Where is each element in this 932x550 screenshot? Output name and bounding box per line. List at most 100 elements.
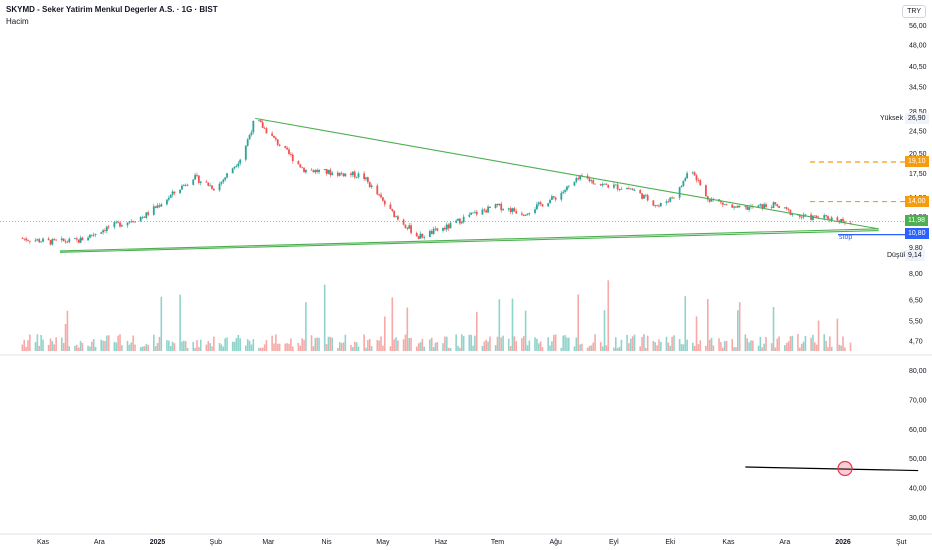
volume-bar (652, 340, 655, 351)
volume-bar (838, 344, 841, 351)
stop-badge: 10,80 (905, 228, 929, 239)
volume-bar (340, 343, 343, 351)
volume-bar (91, 341, 93, 351)
volume-bar (442, 343, 444, 351)
candle-body (551, 196, 553, 200)
volume-bar (614, 337, 617, 351)
candles-group (21, 118, 852, 246)
volume-bar (560, 347, 563, 351)
volume-bar (765, 337, 767, 351)
time-tick-label: Kas (722, 539, 735, 546)
candle-body (776, 204, 779, 207)
candle-body (289, 154, 292, 155)
currency-button[interactable]: TRY (902, 5, 926, 18)
candle-body (528, 213, 531, 214)
volume-bar (36, 334, 39, 351)
candle-body (842, 218, 844, 222)
candle-body (669, 197, 672, 202)
volume-bar (382, 345, 384, 351)
candle-body (169, 194, 172, 198)
volume-bar (626, 334, 628, 351)
volume-bar (829, 336, 831, 351)
candle-body (483, 209, 486, 211)
target2-badge: 14,00 (905, 196, 929, 207)
candle-body (378, 194, 381, 196)
candle-body (738, 205, 741, 207)
volume-bar (581, 343, 583, 351)
candle-body (731, 204, 734, 208)
candle-body (567, 185, 570, 187)
volume-bar (53, 344, 56, 351)
volume-bar (421, 338, 424, 351)
volume-bar (804, 336, 807, 351)
volume-bar (179, 294, 181, 351)
candle-body (271, 133, 274, 136)
volume-bar (68, 346, 71, 351)
candle-body (459, 218, 461, 224)
candle-body (323, 168, 326, 170)
time-tick-label: May (376, 539, 390, 546)
candle-body (535, 204, 538, 210)
candle-body (507, 208, 510, 210)
volume-bar (286, 343, 288, 351)
volume-bar (160, 296, 163, 351)
candle-body (697, 180, 700, 181)
candle-body (549, 199, 551, 204)
volume-bar (536, 338, 538, 351)
candle-body (291, 154, 294, 162)
volume-bar (171, 341, 174, 351)
candle-body (237, 163, 240, 167)
volume-bar (38, 345, 41, 351)
price-tick-label: 8,00 (909, 271, 923, 278)
volume-bar (25, 346, 27, 351)
volume-bar (588, 346, 591, 351)
price-tick-label: 6,50 (909, 297, 923, 304)
candle-body (614, 184, 617, 186)
candle-body (325, 168, 328, 174)
candle-body (460, 222, 463, 224)
volume-bar (725, 340, 728, 351)
candle-body (404, 224, 407, 228)
volume-bar (459, 347, 461, 351)
candle-body (350, 173, 352, 176)
volume-bar (509, 346, 512, 351)
volume-bar (329, 336, 332, 351)
volume-bar (844, 347, 846, 351)
candle-body (209, 185, 212, 187)
candle-body (406, 227, 409, 229)
volume-bar (800, 343, 803, 351)
candle-body (770, 207, 773, 208)
volume-bar (802, 341, 805, 351)
volume-bar (261, 347, 264, 351)
volume-bar (693, 345, 696, 351)
candle-body (772, 202, 775, 208)
candle-body (154, 206, 157, 208)
candle-body (259, 120, 262, 123)
volume-bar (205, 344, 208, 351)
candle-body (710, 199, 713, 202)
candle-body (720, 201, 722, 203)
candle-body (276, 139, 279, 145)
candle-body (759, 204, 762, 206)
volume-bar (139, 347, 142, 351)
volume-bar (787, 341, 790, 351)
volume-bar (502, 335, 504, 351)
candle-body (665, 201, 668, 203)
low-label: Düşük (884, 250, 910, 261)
candle-body (481, 209, 484, 215)
candle-body (89, 234, 91, 238)
candle-body (601, 183, 604, 186)
volume-bar (738, 302, 741, 351)
volume-bar (485, 339, 487, 351)
stop-label: stop (839, 234, 853, 241)
candle-body (774, 202, 777, 205)
volume-bar (305, 302, 307, 351)
volume-bar (498, 299, 501, 351)
candle-body (423, 237, 426, 238)
candle-body (134, 221, 136, 223)
volume-bar (500, 337, 503, 351)
volume-bar (370, 346, 373, 351)
volume-bar (147, 344, 149, 351)
candle-body (305, 169, 307, 173)
